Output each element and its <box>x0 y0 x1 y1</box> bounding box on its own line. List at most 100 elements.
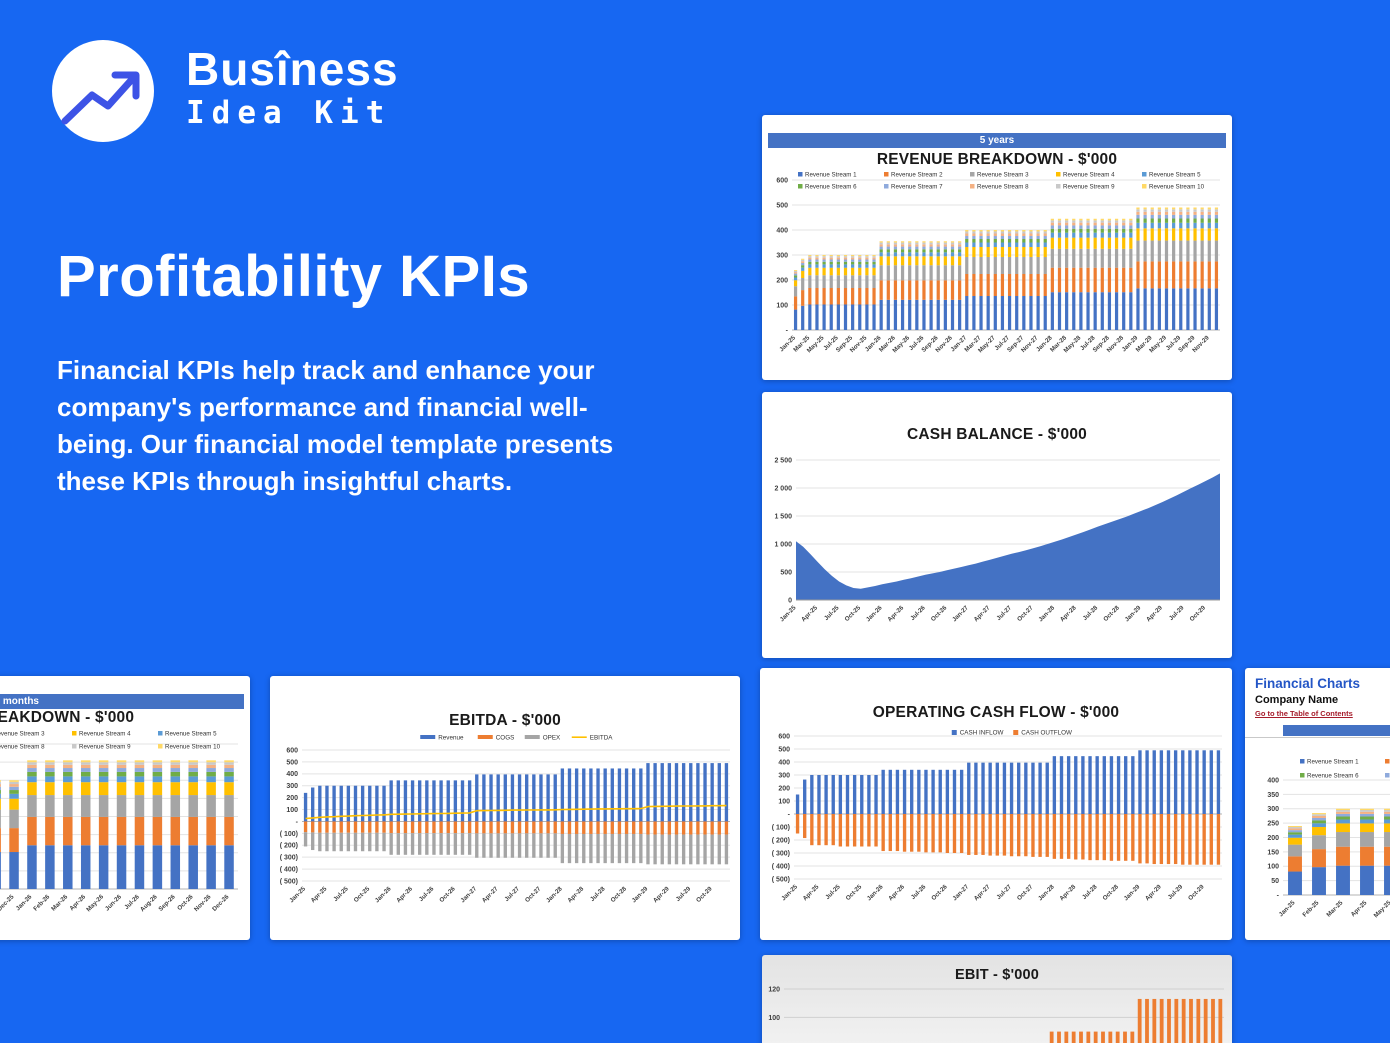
svg-text:Jul-26: Jul-26 <box>418 885 436 903</box>
svg-text:400: 400 <box>286 771 298 778</box>
svg-text:0: 0 <box>788 597 792 604</box>
svg-text:Apr-25: Apr-25 <box>802 883 821 902</box>
svg-text:400: 400 <box>776 227 788 234</box>
svg-text:100: 100 <box>1267 864 1279 871</box>
brand-name-line2: Idea Kit <box>186 94 392 131</box>
svg-text:1 000: 1 000 <box>774 541 792 548</box>
svg-text:Oct-25: Oct-25 <box>353 885 372 904</box>
svg-text:Jan-28: Jan-28 <box>1037 883 1056 902</box>
svg-text:Apr-29: Apr-29 <box>1145 604 1164 623</box>
svg-text:100: 100 <box>768 1015 780 1022</box>
svg-text:Mar-26: Mar-26 <box>50 893 69 912</box>
svg-text:May-26: May-26 <box>85 893 105 913</box>
svg-text:( 500): ( 500) <box>280 878 298 885</box>
svg-text:Revenue Stream 5: Revenue Stream 5 <box>1149 171 1201 178</box>
svg-text:600: 600 <box>778 733 790 740</box>
svg-text:Oct-28: Oct-28 <box>1101 883 1120 902</box>
svg-text:EBITDA: EBITDA <box>590 735 614 742</box>
svg-text:Jan-27: Jan-27 <box>951 883 970 902</box>
svg-text:100: 100 <box>778 798 790 805</box>
svg-text:Revenue Stream 10: Revenue Stream 10 <box>1149 183 1205 190</box>
svg-text:COGS: COGS <box>496 735 515 742</box>
table-of-contents-link[interactable]: Go to the Table of Contents <box>1255 709 1353 718</box>
svg-text:( 500): ( 500) <box>772 876 790 883</box>
ebit-chart: 12010080604020- <box>762 955 1232 1043</box>
svg-text:( 300): ( 300) <box>280 855 298 862</box>
svg-text:Apr-26: Apr-26 <box>68 893 87 912</box>
brand-text: Busîness Idea Kit <box>186 40 399 132</box>
revenue-breakdown-24m-title: REVENUE BREAKDOWN - $'000 <box>0 709 135 726</box>
svg-text:Apr-26: Apr-26 <box>887 883 906 902</box>
svg-text:Revenue Stream 5: Revenue Stream 5 <box>165 730 217 737</box>
svg-text:Jan-28: Jan-28 <box>545 885 564 904</box>
svg-text:Revenue Stream 9: Revenue Stream 9 <box>1063 183 1115 190</box>
svg-text:Oct-25: Oct-25 <box>845 883 864 902</box>
svg-text:300: 300 <box>286 783 298 790</box>
svg-text:Jul-27: Jul-27 <box>995 883 1013 901</box>
svg-text:500: 500 <box>778 746 790 753</box>
svg-text:500: 500 <box>286 759 298 766</box>
svg-text:300: 300 <box>1267 806 1279 813</box>
svg-text:Jul-26: Jul-26 <box>910 883 928 901</box>
svg-text:Revenue Stream 7: Revenue Stream 7 <box>891 183 943 190</box>
svg-text:500: 500 <box>776 202 788 209</box>
svg-text:600: 600 <box>286 747 298 754</box>
svg-text:200: 200 <box>1267 835 1279 842</box>
financial-charts-card: 400 350 300 250 200 150 100 50 - Jan-25 Feb-25 Mar-… <box>1245 668 1390 940</box>
svg-text:Revenue Stream 8: Revenue Stream 8 <box>0 743 45 750</box>
svg-text:Mar-25: Mar-25 <box>1325 899 1344 918</box>
svg-text:Jun-26: Jun-26 <box>104 893 123 912</box>
svg-text:Apr-29: Apr-29 <box>652 885 671 904</box>
svg-text:Jan-27: Jan-27 <box>951 604 970 623</box>
svg-text:Jan-25: Jan-25 <box>780 883 799 902</box>
svg-text:-: - <box>1277 892 1280 899</box>
svg-text:Jan-29: Jan-29 <box>1123 883 1142 902</box>
operating-cash-flow-card: 600 500 400 300 200 100 - ( 100) ( 200) ( 300) ( 4… <box>760 668 1232 940</box>
svg-text:Revenue Stream 4: Revenue Stream 4 <box>1063 171 1115 178</box>
cash-balance-chart: 2 500 2 000 1 500 1 000 500 0 Jan-25 Apr-25 Jul-… <box>762 392 1232 658</box>
brand-name-line1: Busîness <box>186 43 399 95</box>
svg-text:( 200): ( 200) <box>280 843 298 850</box>
svg-text:Revenue Stream 6: Revenue Stream 6 <box>1307 772 1359 779</box>
svg-text:Oct-29: Oct-29 <box>1187 883 1206 902</box>
svg-text:Jan-26: Jan-26 <box>866 883 885 902</box>
svg-text:600: 600 <box>776 177 788 184</box>
svg-text:CASH OUTFLOW: CASH OUTFLOW <box>1021 730 1072 737</box>
svg-text:250: 250 <box>1267 821 1279 828</box>
svg-text:-: - <box>788 811 791 818</box>
revenue-breakdown-5y-card: 600 500 400 300 200 100- Jan-25 Mar-25 May-25 Jul… <box>762 115 1232 380</box>
svg-text:150: 150 <box>1267 849 1279 856</box>
svg-text:Revenue Stream 3: Revenue Stream 3 <box>977 171 1029 178</box>
svg-text:Jan-25: Jan-25 <box>779 604 798 623</box>
svg-text:Oct-26: Oct-26 <box>930 883 949 902</box>
svg-text:( 100): ( 100) <box>280 831 298 838</box>
svg-text:Jul-27: Jul-27 <box>995 604 1013 622</box>
ebit-card: 12010080604020- EBIT - $'000 <box>762 955 1232 1043</box>
svg-text:Jan-25: Jan-25 <box>1278 899 1297 918</box>
svg-text:( 400): ( 400) <box>280 866 298 873</box>
svg-text:Apr-28: Apr-28 <box>1058 883 1077 902</box>
svg-text:50: 50 <box>1271 878 1279 885</box>
ebitda-title: EBITDA - $'000 <box>449 712 561 729</box>
period-header-5-years: 5 years <box>768 133 1226 148</box>
svg-text:Oct-28: Oct-28 <box>1102 604 1121 623</box>
svg-text:Revenue Stream 3: Revenue Stream 3 <box>0 730 45 737</box>
svg-text:Jul-29: Jul-29 <box>1168 604 1186 622</box>
svg-text:Apr-27: Apr-27 <box>973 883 992 902</box>
company-name-label: Company Name <box>1255 694 1339 706</box>
svg-text:Jul-25: Jul-25 <box>332 885 350 903</box>
svg-text:Jan-28: Jan-28 <box>1037 604 1056 623</box>
svg-text:Revenue Stream 6: Revenue Stream 6 <box>805 183 857 190</box>
sheet-gridline <box>1245 737 1390 738</box>
svg-text:Jan-26: Jan-26 <box>15 893 34 912</box>
svg-text:Revenue Stream 1: Revenue Stream 1 <box>1307 758 1359 765</box>
svg-text:350: 350 <box>1267 792 1279 799</box>
svg-text:Apr-25: Apr-25 <box>310 885 329 904</box>
ebit-title: EBIT - $'000 <box>954 967 1040 983</box>
svg-text:Revenue Stream 9: Revenue Stream 9 <box>79 743 131 750</box>
svg-text:Oct-29: Oct-29 <box>695 885 714 904</box>
svg-text:400: 400 <box>778 759 790 766</box>
period-header-24-months: 24 months <box>0 694 244 709</box>
mini-revenue-breakdown-chart: 400 350 300 250 200 150 100 50 - Jan-25 Feb-25 Mar-… <box>1245 668 1390 940</box>
svg-text:Apr-26: Apr-26 <box>395 885 414 904</box>
